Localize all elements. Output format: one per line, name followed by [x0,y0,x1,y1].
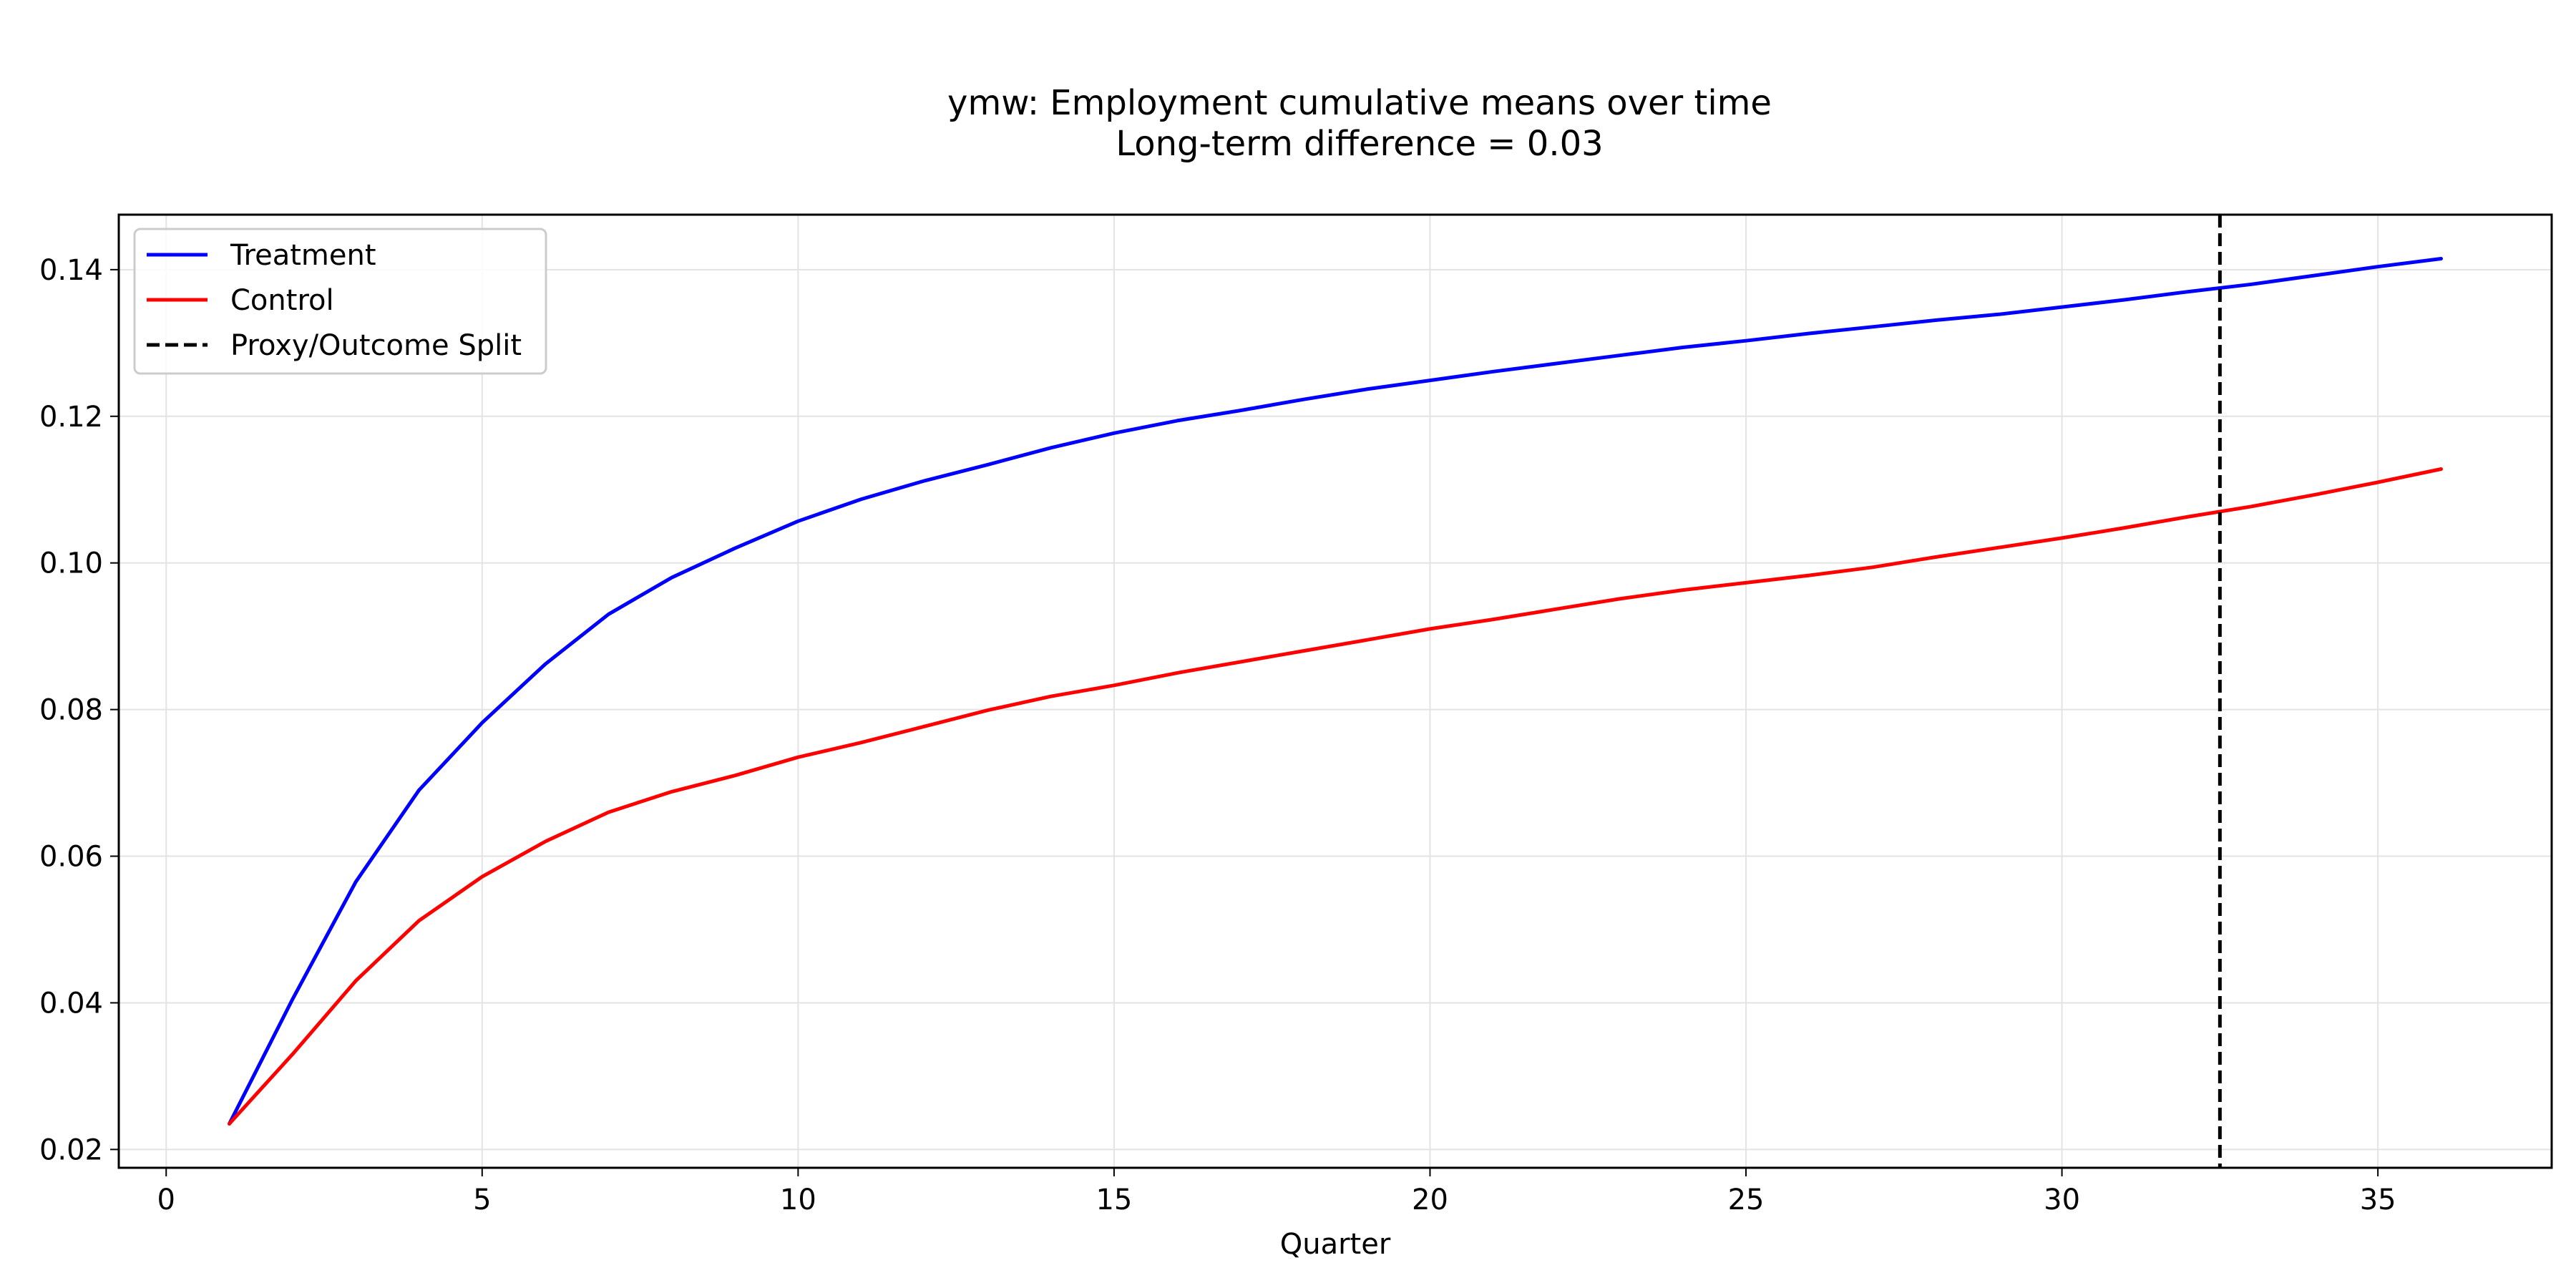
y-axis-ticks: 0.02 0.04 0.06 0.08 0.10 0.12 0.14 [39,254,119,1166]
y-tick-label: 0.08 [39,694,103,727]
y-tick-label: 0.10 [39,547,103,580]
legend-label: Treatment [230,239,376,272]
chart-title: ymw: Employment cumulative means over ti… [947,83,1772,123]
legend-box [133,228,547,375]
y-tick-label: 0.02 [39,1133,103,1166]
y-tick-label: 0.04 [39,987,103,1020]
y-tick-label: 0.06 [39,841,103,874]
x-tick-label: 35 [2360,1184,2396,1216]
x-axis-label: Quarter [1280,1228,1391,1261]
chart-subtitle: Long-term difference = 0.03 [1116,124,1603,164]
legend: Treatment Control Proxy/Outcome Split [133,228,547,375]
series-lines [228,257,2443,1126]
y-tick-label: 0.14 [39,254,103,287]
legend-label: Proxy/Outcome Split [230,329,522,362]
x-tick-label: 10 [780,1184,816,1216]
plot-area-frame [117,213,2553,1169]
x-axis-ticks: 0 5 10 15 20 25 30 35 [157,1168,2396,1216]
legend-label: Control [230,284,334,317]
x-tick-label: 30 [2044,1184,2080,1216]
x-tick-label: 5 [473,1184,491,1216]
x-tick-label: 20 [1412,1184,1448,1216]
x-tick-label: 0 [157,1184,175,1216]
series-line-treatment [228,257,2443,1126]
x-tick-label: 25 [1728,1184,1765,1216]
grid-lines [119,215,2552,1168]
x-tick-label: 15 [1096,1184,1132,1216]
series-line-control [228,467,2443,1126]
y-tick-label: 0.12 [39,401,103,434]
